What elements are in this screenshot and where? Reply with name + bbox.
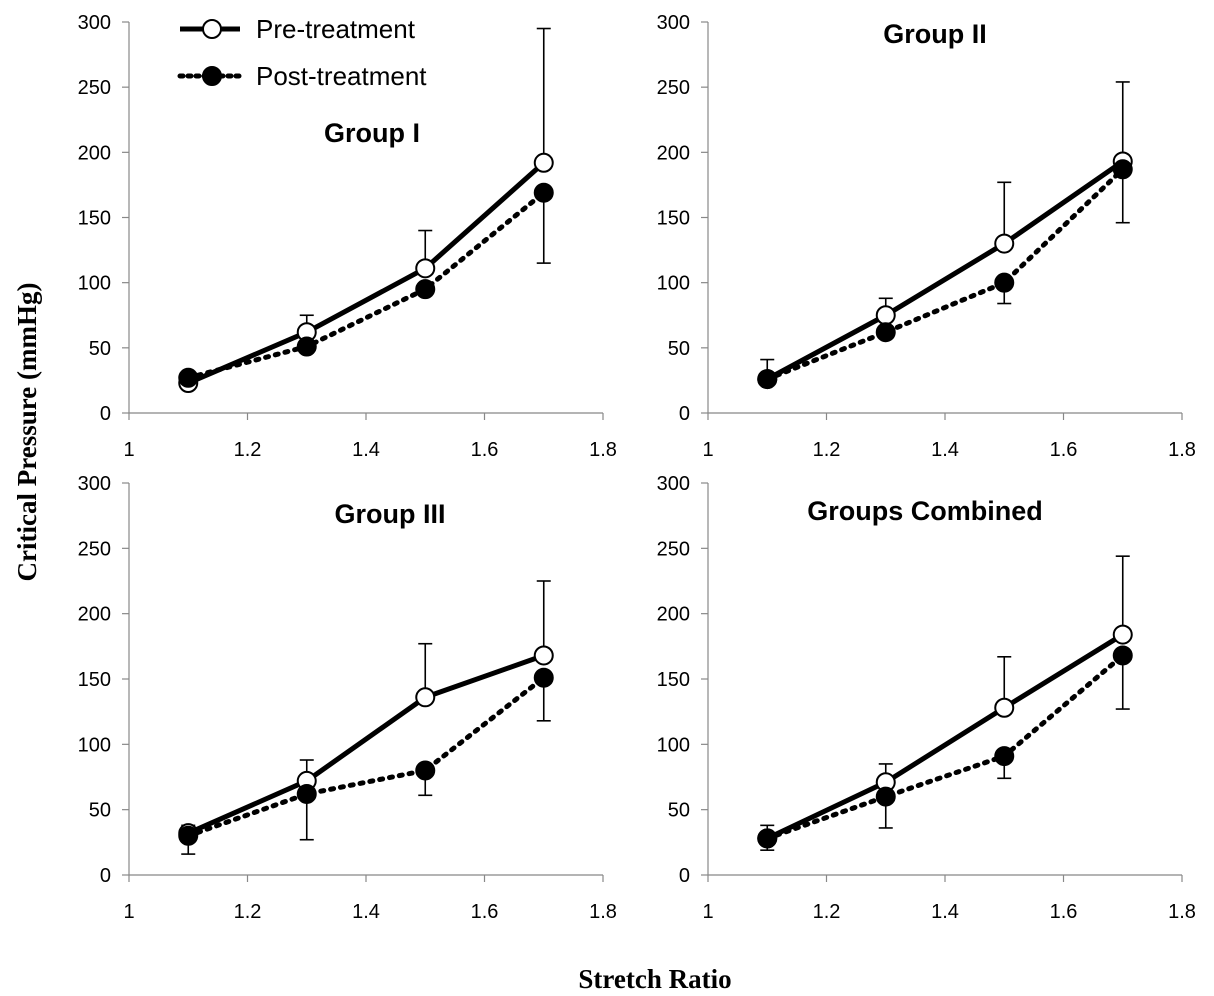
x-tick-label: 1.4 bbox=[352, 901, 380, 923]
legend: Pre-treatment Post-treatment bbox=[177, 14, 427, 91]
y-tick-label: 100 bbox=[78, 734, 111, 756]
data-point-post bbox=[415, 760, 436, 781]
data-point-pre bbox=[875, 305, 896, 326]
data-point-post bbox=[296, 336, 317, 357]
y-tick-label: 0 bbox=[679, 403, 690, 425]
y-tick-label: 300 bbox=[657, 473, 690, 495]
series-line-pre bbox=[187, 653, 545, 836]
x-tick-label: 1.6 bbox=[1050, 439, 1078, 461]
y-tick-label: 0 bbox=[100, 403, 111, 425]
x-axis-title: Stretch Ratio bbox=[578, 964, 731, 994]
panel-title: Group I bbox=[324, 118, 420, 148]
y-tick-label: 0 bbox=[100, 865, 111, 887]
x-tick-label: 1.2 bbox=[813, 901, 841, 923]
x-tick-label: 1.4 bbox=[931, 901, 959, 923]
y-tick-label: 300 bbox=[78, 12, 111, 34]
y-tick-label: 50 bbox=[89, 338, 111, 360]
panel-title: Group III bbox=[335, 499, 446, 529]
x-tick-label: 1.2 bbox=[813, 439, 841, 461]
x-tick-label: 1.8 bbox=[589, 901, 617, 923]
panel-1: 0 50 100 150 200 250 300 1 1.2 1.4 1.6 1.8 Group I bbox=[78, 12, 617, 461]
y-tick-label: 200 bbox=[78, 142, 111, 164]
legend-marker-post bbox=[202, 66, 222, 86]
panel-3: 0 50 100 150 200 250 300 1 1.2 1.4 1.6 1.8 Group III bbox=[78, 473, 617, 923]
data-point-post bbox=[296, 783, 317, 804]
x-tick-label: 1.6 bbox=[471, 439, 499, 461]
x-tick-label: 1 bbox=[123, 439, 134, 461]
series-line-pre bbox=[766, 159, 1125, 382]
y-tick-label: 300 bbox=[78, 473, 111, 495]
series-line-pre bbox=[187, 160, 546, 386]
series-line-post bbox=[764, 652, 1126, 841]
data-point-post bbox=[994, 746, 1015, 767]
y-tick-label: 200 bbox=[657, 142, 690, 164]
x-tick-label: 1.8 bbox=[589, 439, 617, 461]
data-point-post bbox=[1112, 645, 1133, 666]
data-point-post bbox=[178, 825, 199, 846]
x-tick-label: 1 bbox=[702, 439, 713, 461]
y-tick-label: 100 bbox=[657, 273, 690, 295]
y-tick-label: 150 bbox=[657, 669, 690, 691]
y-tick-label: 150 bbox=[78, 669, 111, 691]
series-line-post bbox=[764, 166, 1126, 382]
y-axis-title: Critical Pressure (mmHg) bbox=[12, 283, 42, 582]
y-tick-label: 50 bbox=[668, 338, 690, 360]
data-point-post bbox=[533, 182, 554, 203]
data-point-post bbox=[757, 369, 778, 390]
y-tick-label: 150 bbox=[657, 208, 690, 230]
legend-marker-pre bbox=[202, 19, 222, 39]
data-point-post bbox=[1112, 159, 1133, 180]
x-tick-label: 1 bbox=[123, 901, 134, 923]
data-point-pre bbox=[415, 258, 436, 279]
x-tick-label: 1.2 bbox=[234, 439, 262, 461]
x-tick-label: 1.6 bbox=[1050, 901, 1078, 923]
y-tick-label: 50 bbox=[89, 800, 111, 822]
legend-label-post: Post-treatment bbox=[256, 61, 427, 91]
x-tick-label: 1.4 bbox=[352, 439, 380, 461]
y-tick-label: 250 bbox=[657, 538, 690, 560]
y-tick-label: 200 bbox=[657, 604, 690, 626]
y-tick-label: 100 bbox=[657, 734, 690, 756]
data-point-pre bbox=[415, 687, 436, 708]
x-tick-label: 1.8 bbox=[1168, 439, 1196, 461]
data-point-post bbox=[757, 828, 778, 849]
y-tick-label: 100 bbox=[78, 273, 111, 295]
data-point-post bbox=[178, 367, 199, 388]
x-tick-label: 1.4 bbox=[931, 439, 959, 461]
y-tick-label: 0 bbox=[679, 865, 690, 887]
y-tick-label: 300 bbox=[657, 12, 690, 34]
y-tick-label: 250 bbox=[78, 538, 111, 560]
x-tick-label: 1.6 bbox=[471, 901, 499, 923]
x-tick-label: 1.2 bbox=[234, 901, 262, 923]
x-tick-label: 1 bbox=[702, 901, 713, 923]
data-point-post bbox=[533, 667, 554, 688]
panel-title: Group II bbox=[883, 19, 987, 49]
y-tick-label: 250 bbox=[657, 77, 690, 99]
data-point-post bbox=[415, 279, 436, 300]
panel-title: Groups Combined bbox=[807, 496, 1043, 526]
x-tick-label: 1.8 bbox=[1168, 901, 1196, 923]
data-point-pre bbox=[533, 645, 554, 666]
data-point-pre bbox=[533, 152, 554, 173]
series-line-post bbox=[185, 675, 547, 839]
data-point-pre bbox=[994, 697, 1015, 718]
data-point-post bbox=[875, 322, 896, 343]
data-point-pre bbox=[1112, 624, 1133, 645]
y-tick-label: 250 bbox=[78, 77, 111, 99]
y-tick-label: 50 bbox=[668, 800, 690, 822]
panel-2: 0 50 100 150 200 250 300 1 1.2 1.4 1.6 1.8 Group II bbox=[657, 12, 1196, 461]
data-point-post bbox=[875, 786, 896, 807]
series-line-pre bbox=[766, 632, 1125, 841]
y-tick-label: 150 bbox=[78, 208, 111, 230]
y-tick-label: 200 bbox=[78, 604, 111, 626]
data-point-pre bbox=[994, 233, 1015, 254]
series-line-post bbox=[185, 190, 547, 381]
legend-label-pre: Pre-treatment bbox=[256, 14, 416, 44]
panel-4: 0 50 100 150 200 250 300 1 1.2 1.4 1.6 1.8 Groups Co… bbox=[657, 473, 1196, 923]
data-point-post bbox=[994, 272, 1015, 293]
